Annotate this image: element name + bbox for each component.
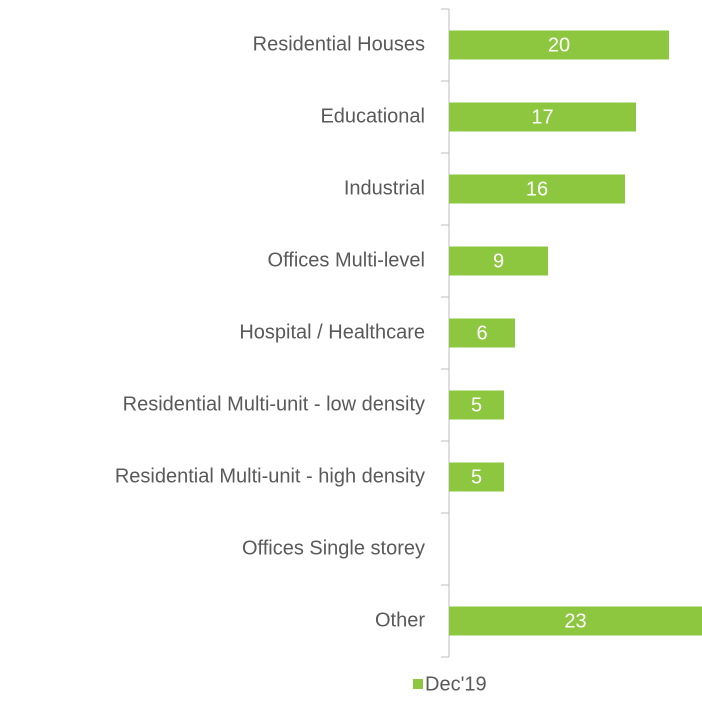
value-label: 6 bbox=[476, 322, 487, 344]
category-label: Educational bbox=[320, 105, 425, 127]
category-label: Residential Multi-unit - high density bbox=[115, 465, 425, 487]
value-label: 5 bbox=[471, 466, 482, 488]
category-label: Offices Multi-level bbox=[268, 249, 425, 271]
bar bbox=[449, 174, 625, 204]
bar bbox=[449, 318, 515, 348]
bar bbox=[449, 462, 504, 492]
category-label: Industrial bbox=[344, 177, 425, 199]
value-label: 23 bbox=[564, 610, 586, 632]
value-label: 20 bbox=[548, 34, 570, 56]
value-label: 16 bbox=[526, 178, 548, 200]
legend-label: Dec'19 bbox=[425, 673, 487, 695]
bar bbox=[449, 246, 548, 276]
bar bbox=[449, 606, 702, 636]
category-label: Hospital / Healthcare bbox=[239, 321, 425, 343]
category-label: Other bbox=[375, 609, 425, 631]
bar bbox=[449, 390, 504, 420]
category-label: Offices Single storey bbox=[242, 537, 425, 559]
bar bbox=[449, 30, 669, 60]
value-label: 5 bbox=[471, 394, 482, 416]
value-label: 17 bbox=[531, 106, 553, 128]
category-label: Residential Houses bbox=[253, 33, 425, 55]
legend-swatch bbox=[413, 679, 423, 689]
category-label: Residential Multi-unit - low density bbox=[123, 393, 425, 415]
bar bbox=[449, 102, 636, 132]
value-label: 9 bbox=[493, 250, 504, 272]
